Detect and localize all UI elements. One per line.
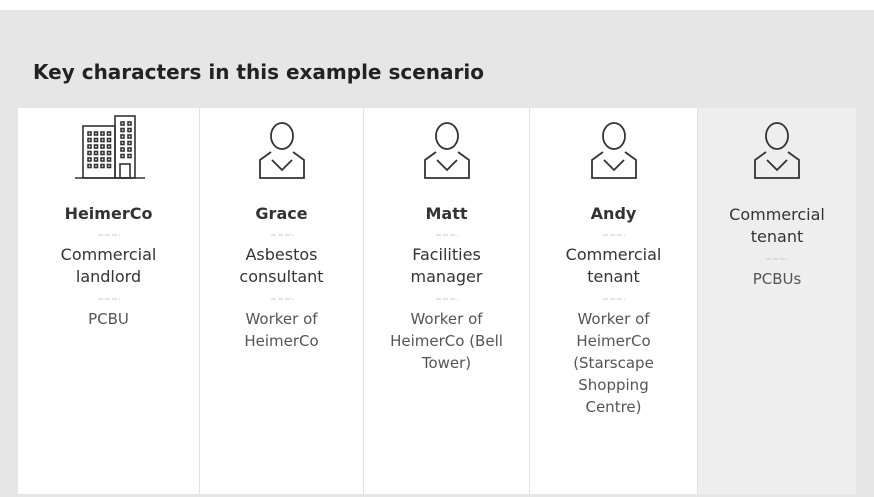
character-org: PCBU bbox=[88, 310, 129, 328]
person-icon bbox=[754, 122, 800, 179]
person-icon bbox=[423, 122, 470, 179]
character-org: Worker of HeimerCo bbox=[244, 310, 319, 350]
character-role: Commercial tenant bbox=[729, 205, 825, 246]
character-role: Commercial landlord bbox=[60, 245, 157, 286]
character-name: Grace bbox=[255, 204, 308, 223]
separator bbox=[435, 298, 458, 300]
character-name: HeimerCo bbox=[64, 204, 153, 223]
person-icon bbox=[258, 122, 305, 179]
character-name: Matt bbox=[425, 204, 468, 223]
panel: Key characters in this example scenario … bbox=[0, 10, 874, 497]
separator bbox=[602, 298, 625, 300]
character-org: Worker of HeimerCo (Starscape Shopping C… bbox=[573, 310, 654, 416]
separator bbox=[97, 234, 120, 236]
cards: HeimerCo Commercial landlord PCBU Grace Asbe… bbox=[18, 108, 856, 494]
character-role: Facilities manager bbox=[410, 245, 483, 286]
character-card: Grace Asbestos consultant Worker of Heimer… bbox=[200, 108, 364, 494]
character-role: Asbestos consultant bbox=[239, 245, 324, 286]
character-card: Matt Facilities manager Worker of HeimerCo… bbox=[364, 108, 530, 494]
person-icon bbox=[590, 122, 637, 179]
separator bbox=[435, 234, 458, 236]
character-card: Commercial tenant PCBUs bbox=[698, 108, 856, 494]
separator bbox=[270, 298, 293, 300]
character-card: Andy Commercial tenant Worker of HeimerCo … bbox=[530, 108, 698, 494]
panel-title: Key characters in this example scenario bbox=[33, 60, 484, 84]
building-icon bbox=[74, 115, 145, 179]
separator bbox=[97, 298, 120, 300]
character-card: HeimerCo Commercial landlord PCBU bbox=[18, 108, 200, 494]
separator bbox=[766, 258, 788, 260]
character-org: PCBUs bbox=[752, 270, 802, 288]
character-name: Andy bbox=[590, 204, 637, 223]
separator bbox=[270, 234, 293, 236]
separator bbox=[602, 234, 625, 236]
character-role: Commercial tenant bbox=[565, 245, 662, 286]
character-org: Worker of HeimerCo (Bell Tower) bbox=[390, 310, 503, 372]
